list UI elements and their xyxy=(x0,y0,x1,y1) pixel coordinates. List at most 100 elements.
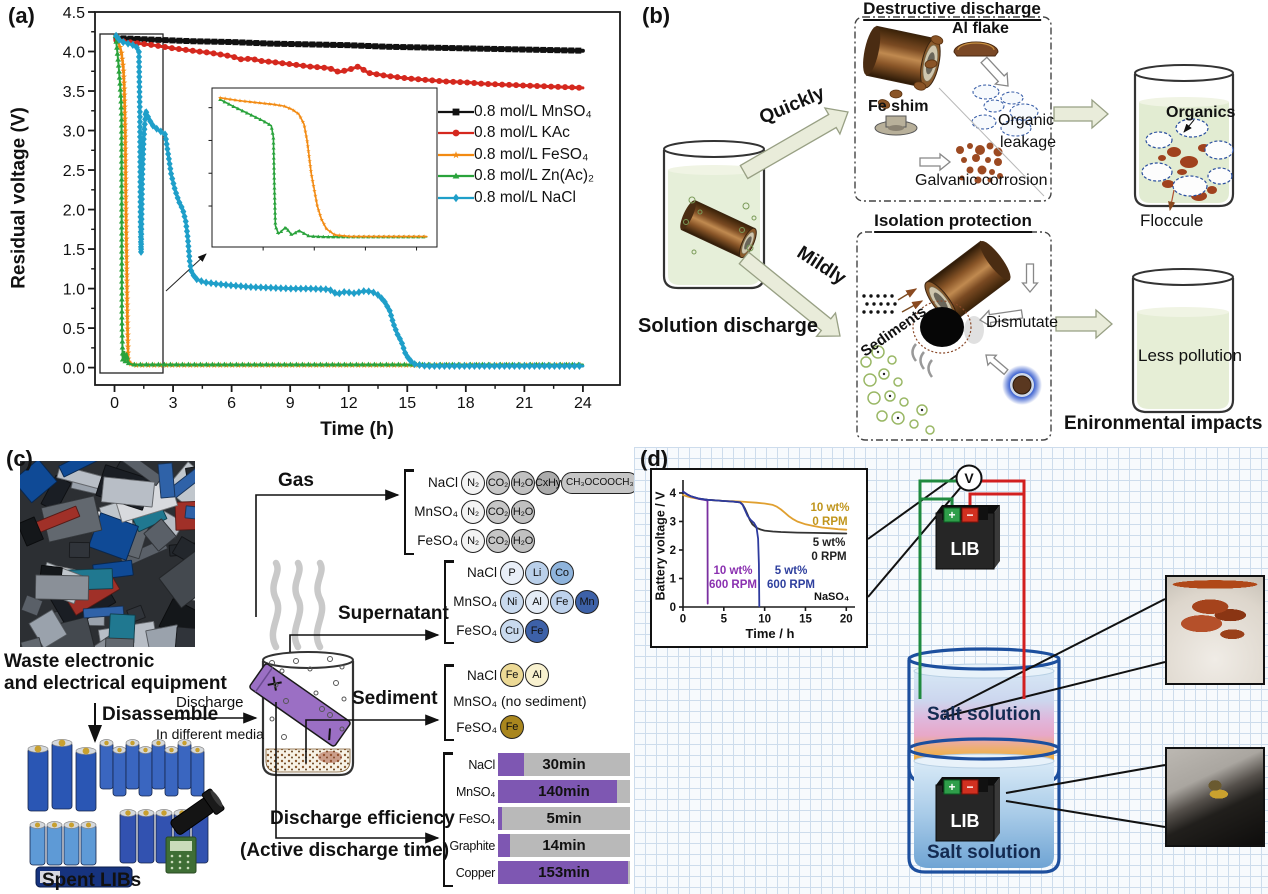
svg-text:0: 0 xyxy=(110,395,119,412)
series-line xyxy=(682,490,761,608)
caption-line1: Waste electronic xyxy=(4,651,155,672)
battery-voltage-chart-box: 0 5 10 15 20 0 1 2 3 4 Battery voltage / V Time /… xyxy=(650,468,868,648)
bar-category-label: Graphite xyxy=(449,838,495,853)
svg-text:2: 2 xyxy=(670,545,676,557)
medium-label: MnSO₄ xyxy=(453,594,497,609)
legend-label: 0.8 mol/L KAc xyxy=(474,124,570,142)
lib-battery-box: + − LIB xyxy=(935,505,1000,570)
curve-label: 5 wt% 0 RPM xyxy=(811,537,847,563)
svg-text:15: 15 xyxy=(398,395,416,412)
medium-label: NaCl xyxy=(466,667,497,683)
svg-text:1.5: 1.5 xyxy=(63,242,85,259)
species-chip: Fe xyxy=(500,715,524,739)
legend-sample xyxy=(438,193,474,202)
salt-solution-setup-art: V+ −LIB+ −LIB xyxy=(867,464,1166,874)
block-arrow xyxy=(1055,308,1113,340)
y-axis-label: Residual voltage (V) xyxy=(8,107,30,289)
species-chip: CH₃OCOOCH₃ xyxy=(561,471,634,494)
block-arrow xyxy=(739,107,849,180)
panel-a-label: (a) xyxy=(8,3,35,28)
lib-battery-box: + − LIB xyxy=(935,777,1000,842)
less-pollution-label: Less pollution xyxy=(1138,346,1242,365)
svg-text:+: + xyxy=(948,780,955,794)
panel-d-label: (d) xyxy=(640,447,669,471)
svg-text:0.5: 0.5 xyxy=(63,321,85,338)
voltmeter xyxy=(955,464,983,492)
bar-track: 30min xyxy=(498,753,630,776)
media-row: MnSO₄ (no sediment) xyxy=(452,688,587,714)
svg-text:−: − xyxy=(966,508,973,522)
species-chip: H₂O xyxy=(511,470,535,495)
battery-voltage-chart: 0 5 10 15 20 0 1 2 3 4 xyxy=(670,480,855,626)
isolation-protection-box xyxy=(856,231,1052,441)
green-wire xyxy=(918,479,957,699)
solution-discharge-label: Solution discharge xyxy=(638,315,819,337)
discharge-label: Discharge xyxy=(176,694,244,711)
block-arrow xyxy=(919,152,952,172)
medium-label: NaCl xyxy=(427,475,458,490)
media-row: FeSO₄ Fe xyxy=(452,714,587,740)
ewaste-fragment xyxy=(68,541,91,559)
bar-value-label: 14min xyxy=(542,837,586,854)
battery-corner-photo xyxy=(1165,747,1265,847)
d-y-axis-label: Battery voltage / V xyxy=(653,491,668,601)
legend-label: 0.8 mol/L Zn(Ac)₂ xyxy=(474,167,595,185)
svg-text:+: + xyxy=(948,508,955,522)
media-row: NaCl N₂ CO₂ H₂O CxHy CH₃OCOOCH₃ xyxy=(413,468,634,497)
species-chip: N₂ xyxy=(461,499,485,524)
media-row: MnSO₄ N₂ CO₂ H₂O xyxy=(413,497,634,526)
species-chip: Mn xyxy=(575,589,599,614)
galvanic-corrosion-label: Galvanic corrosion xyxy=(915,172,1048,189)
svg-text:LIB: LIB xyxy=(951,539,980,559)
block-arrow xyxy=(1021,263,1039,294)
ewaste-fragment xyxy=(157,462,176,499)
less-pollution-beaker xyxy=(1131,268,1235,414)
species-chip: H₂O xyxy=(511,528,535,553)
svg-text:3.0: 3.0 xyxy=(63,123,85,140)
series-markers xyxy=(218,95,427,239)
block-arrow xyxy=(978,309,1024,328)
fe-shim-label: Fe shim xyxy=(868,98,929,115)
block-arrow xyxy=(1053,98,1109,130)
svg-text:24: 24 xyxy=(574,395,592,412)
panel-c: (c) Waste electronic and electrical equi… xyxy=(0,447,634,894)
bar-fill xyxy=(498,861,629,884)
supernatant-label: Supernatant xyxy=(338,603,449,624)
svg-text:0.0: 0.0 xyxy=(63,360,85,377)
svg-text:4.0: 4.0 xyxy=(63,44,85,61)
organic-leakage-label-2: leakage xyxy=(1000,134,1057,151)
ewaste-fragment xyxy=(173,626,195,647)
gas-products: NaCl N₂ CO₂ H₂O CxHy CH₃OCOOCH₃ MnSO₄ N₂ CO₂ H₂O F… xyxy=(413,468,634,555)
bar-fill xyxy=(498,780,618,803)
destructive-discharge-box xyxy=(854,16,1052,202)
svg-text:1.0: 1.0 xyxy=(63,281,85,298)
row-note: (no sediment) xyxy=(501,693,587,709)
efficiency-bar-chart: NaCl 30min MnSO₄ 140min FeSO₄ 5min Graphite 14m… xyxy=(447,751,630,886)
species-chip: P xyxy=(500,560,524,585)
sediment-label: Sediment xyxy=(352,688,438,709)
svg-text:4: 4 xyxy=(670,488,677,500)
d-x-axis-label: Time / h xyxy=(745,626,795,641)
media-row: FeSO₄ N₂ CO₂ H₂O xyxy=(413,526,634,555)
battery-cylinder xyxy=(863,25,941,89)
gas-label: Gas xyxy=(278,470,314,491)
species-chip: CO₂ xyxy=(486,528,510,553)
curve-label: 5 wt% 600 RPM xyxy=(767,565,815,591)
legend-label: 0.8 mol/L FeSO₄ xyxy=(474,145,589,163)
species-chip: CxHy xyxy=(535,470,561,495)
floccule-label: Floccule xyxy=(1140,211,1204,230)
recycling-flow-art xyxy=(27,489,440,888)
svg-text:9: 9 xyxy=(286,395,295,412)
species-chip: CO₂ xyxy=(486,499,510,524)
panel-a: 0 3 6 9 12 15 18 21 24 0.0 0.5 1.0 1.5 2.0 2.5 3.0 3.5 4.… xyxy=(0,0,634,447)
series-line xyxy=(682,490,709,605)
al-flake xyxy=(953,41,999,57)
separator-disc xyxy=(920,307,964,347)
floccule-photo xyxy=(1165,575,1265,685)
bar-value-label: 140min xyxy=(538,783,590,800)
block-arrow xyxy=(985,354,1009,376)
organics-label: Organics xyxy=(1166,104,1236,121)
supernatant-bracket xyxy=(444,560,454,644)
svg-text:−: − xyxy=(966,780,973,794)
svg-text:3: 3 xyxy=(169,395,178,412)
